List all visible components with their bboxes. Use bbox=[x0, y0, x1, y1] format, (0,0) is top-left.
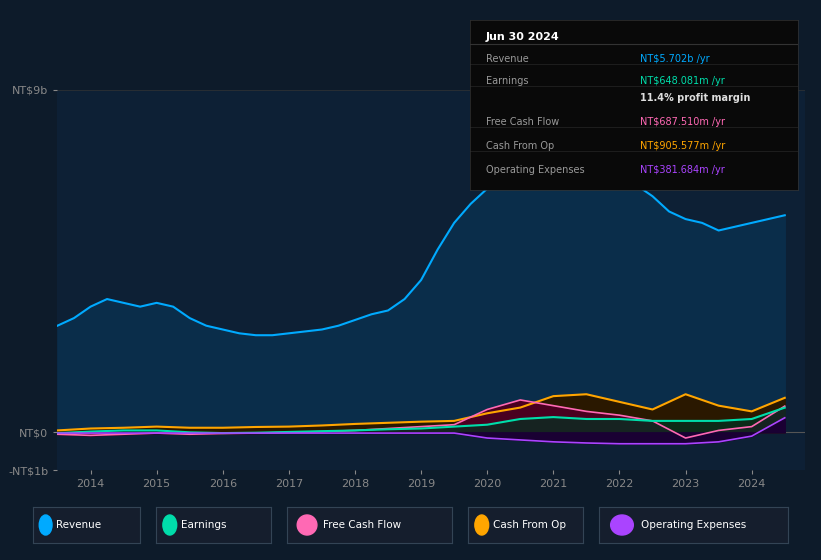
Text: NT$381.684m /yr: NT$381.684m /yr bbox=[640, 165, 725, 175]
Text: Revenue: Revenue bbox=[57, 520, 102, 530]
Ellipse shape bbox=[475, 515, 488, 535]
Ellipse shape bbox=[611, 515, 633, 535]
Text: Revenue: Revenue bbox=[486, 54, 529, 64]
Text: Operating Expenses: Operating Expenses bbox=[486, 165, 585, 175]
Text: NT$5.702b /yr: NT$5.702b /yr bbox=[640, 54, 710, 64]
Text: NT$905.577m /yr: NT$905.577m /yr bbox=[640, 141, 726, 151]
Text: Operating Expenses: Operating Expenses bbox=[641, 520, 746, 530]
Ellipse shape bbox=[163, 515, 177, 535]
Ellipse shape bbox=[297, 515, 317, 535]
Text: 11.4% profit margin: 11.4% profit margin bbox=[640, 93, 750, 103]
Text: Earnings: Earnings bbox=[486, 76, 529, 86]
Text: Cash From Op: Cash From Op bbox=[486, 141, 554, 151]
Text: Cash From Op: Cash From Op bbox=[493, 520, 566, 530]
Text: Earnings: Earnings bbox=[181, 520, 227, 530]
Text: Jun 30 2024: Jun 30 2024 bbox=[486, 31, 560, 41]
Text: NT$648.081m /yr: NT$648.081m /yr bbox=[640, 76, 725, 86]
Text: Free Cash Flow: Free Cash Flow bbox=[323, 520, 401, 530]
Text: NT$687.510m /yr: NT$687.510m /yr bbox=[640, 117, 726, 127]
Text: Free Cash Flow: Free Cash Flow bbox=[486, 117, 559, 127]
Ellipse shape bbox=[39, 515, 52, 535]
